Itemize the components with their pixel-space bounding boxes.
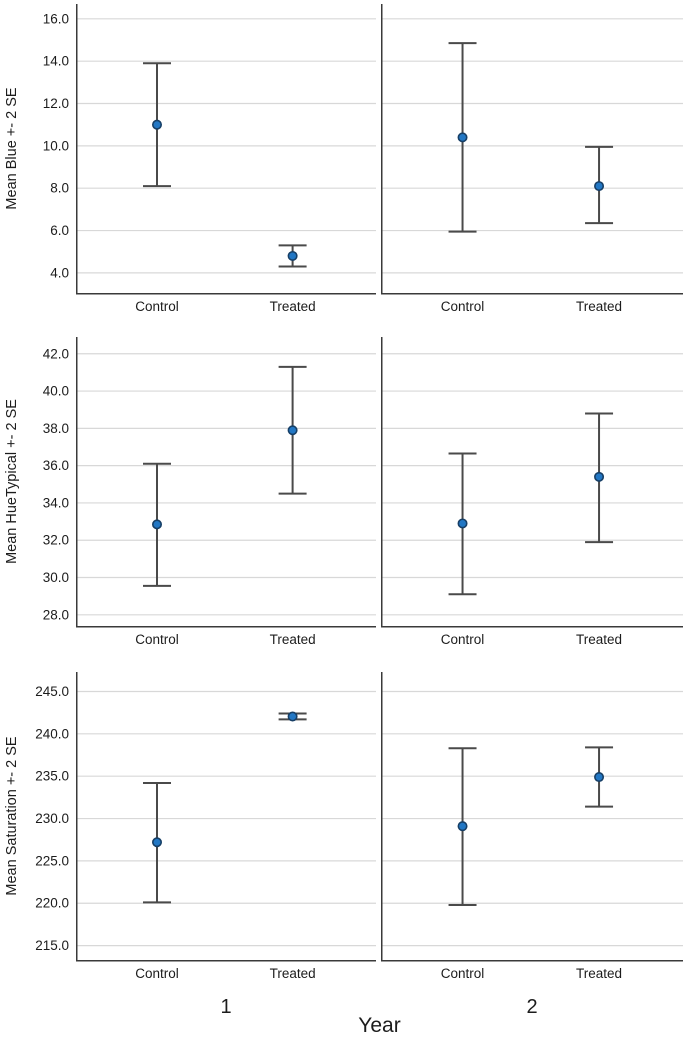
y-tick-label: 28.0	[43, 607, 69, 622]
y-tick-label: 230.0	[35, 811, 69, 826]
x-category-label: Control	[441, 299, 485, 314]
mean-dot	[594, 471, 605, 482]
mean-dot	[457, 518, 468, 529]
y-tick-label: 40.0	[43, 384, 69, 399]
x-category-label: Treated	[270, 299, 316, 314]
panel-r2c1: Control Treated	[381, 672, 683, 981]
y-tick-label: 30.0	[43, 570, 69, 585]
mean-dot	[457, 821, 468, 832]
y-axis-title: Mean HueTypical +- 2 SE	[4, 399, 20, 564]
y-tick-label: 240.0	[35, 726, 69, 741]
error-bar	[585, 412, 614, 544]
y-tick-label: 235.0	[35, 769, 69, 784]
x-category-label: Control	[441, 966, 485, 981]
y-tick-label: 32.0	[43, 533, 69, 548]
y-tick-label: 42.0	[43, 346, 69, 361]
y-tick-label: 16.0	[43, 11, 69, 26]
error-bar	[143, 781, 171, 904]
y-axis-title: Mean Blue +- 2 SE	[4, 87, 20, 209]
y-tick-label: 6.0	[50, 223, 69, 238]
error-bar	[448, 42, 477, 233]
error-bar	[278, 244, 307, 268]
error-bar	[585, 746, 614, 808]
mean-dot	[457, 132, 468, 143]
error-bar	[448, 452, 477, 596]
y-tick-label: 225.0	[35, 853, 69, 868]
y-tick-label: 36.0	[43, 458, 69, 473]
mean-dot	[152, 119, 163, 130]
x-axis-title: Year	[358, 1014, 400, 1037]
x-category-label: Treated	[270, 966, 316, 981]
y-tick-label: 245.0	[35, 684, 69, 699]
y-tick-label: 34.0	[43, 495, 69, 510]
x-category-label: Control	[135, 299, 179, 314]
y-tick-label: 8.0	[50, 181, 69, 196]
y-axis-title: Mean Saturation +- 2 SE	[4, 736, 20, 896]
y-tick-label: 215.0	[35, 938, 69, 953]
x-category-label: Control	[135, 966, 179, 981]
x-category-label: Treated	[576, 966, 622, 981]
y-tick-label: 10.0	[43, 138, 69, 153]
y-tick-label: 14.0	[43, 54, 69, 69]
mean-dot	[594, 772, 605, 783]
x-category-label: Control	[441, 632, 485, 647]
y-tick-label: 4.0	[50, 265, 69, 280]
y-tick-label: 38.0	[43, 421, 69, 436]
mean-dot	[287, 425, 298, 436]
error-bar	[278, 711, 307, 722]
error-bar	[143, 462, 171, 587]
y-tick-label: 220.0	[35, 896, 69, 911]
mean-dot	[152, 837, 163, 848]
mean-dot	[287, 250, 298, 261]
error-bar	[278, 365, 307, 495]
panel-r0c1: Control Treated	[381, 4, 683, 314]
panel-r2c0: 215.0 220.0 225.0 230.0 235.0 240.0 245.0 Mean …	[4, 672, 376, 981]
mean-dot	[152, 519, 163, 530]
mean-dot	[594, 181, 605, 192]
x-category-label: Control	[135, 632, 179, 647]
error-bar	[143, 62, 171, 188]
x-category-label: Treated	[270, 632, 316, 647]
panel-r1c0: 28.0 30.0 32.0 34.0 36.0 38.0 40.0 42.0 Mean Hue…	[4, 337, 376, 647]
facet-label: 2	[526, 996, 537, 1018]
mean-dot	[287, 711, 298, 722]
panel-r1c1: Control Treated	[381, 337, 683, 647]
facet-label: 1	[220, 996, 231, 1018]
x-category-label: Treated	[576, 632, 622, 647]
error-bar	[448, 747, 477, 906]
x-category-label: Treated	[576, 299, 622, 314]
error-bar	[585, 145, 614, 225]
panel-r0c0: 4.0 6.0 8.0 10.0 12.0 14.0 16.0 Mean Blue +- 2 …	[4, 4, 376, 314]
y-tick-label: 12.0	[43, 96, 69, 111]
